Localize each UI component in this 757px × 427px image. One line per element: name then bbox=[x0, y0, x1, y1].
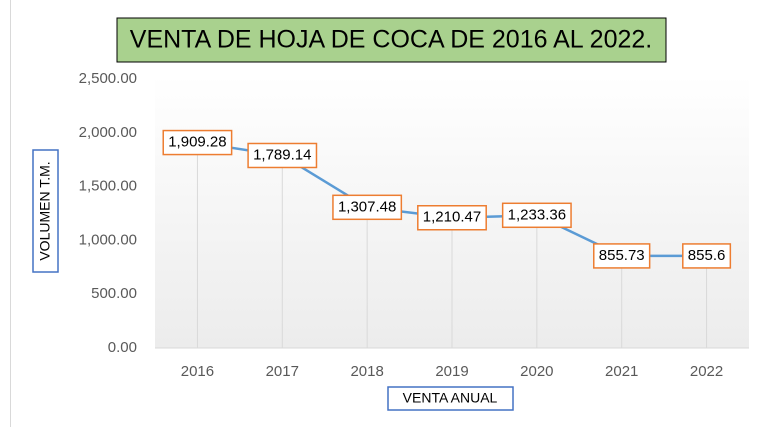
y-tick-label: 0.00 bbox=[108, 339, 137, 356]
data-label: 1,789.14 bbox=[253, 146, 311, 163]
y-tick-label: 1,500.00 bbox=[79, 178, 137, 195]
data-label: 1,909.28 bbox=[168, 134, 226, 151]
data-label: 1,307.48 bbox=[338, 198, 396, 215]
x-tick-label: 2021 bbox=[605, 363, 638, 380]
chart-title: VENTA DE HOJA DE COCA DE 2016 AL 2022. bbox=[130, 26, 652, 54]
data-label: 855.73 bbox=[599, 247, 645, 264]
data-label: 1,210.47 bbox=[423, 209, 481, 226]
data-label-box bbox=[682, 243, 732, 269]
y-tick-label: 2,500.00 bbox=[79, 70, 137, 87]
x-tick-label: 2022 bbox=[690, 363, 723, 380]
x-tick-label: 2016 bbox=[181, 363, 214, 380]
y-tick-label: 500.00 bbox=[91, 285, 137, 302]
data-label-box bbox=[162, 129, 233, 156]
y-label-box bbox=[32, 149, 59, 273]
x-tick-label: 2020 bbox=[520, 363, 553, 380]
x-tick-label: 2019 bbox=[435, 363, 468, 380]
y-tick-label: 1,000.00 bbox=[79, 231, 137, 248]
data-label-box bbox=[593, 243, 651, 269]
data-label: 855.6 bbox=[688, 247, 726, 264]
y-tick-label: 2,000.00 bbox=[79, 124, 137, 141]
data-label: 1,233.36 bbox=[508, 206, 566, 223]
x-label-box bbox=[387, 386, 514, 411]
x-axis-title: VENTA ANUAL bbox=[403, 390, 498, 406]
data-label-box bbox=[501, 202, 572, 229]
x-tick-label: 2018 bbox=[350, 363, 383, 380]
title-box bbox=[116, 17, 667, 63]
data-label-box bbox=[247, 142, 318, 169]
y-axis-title: VOLUMEN T.M. bbox=[37, 161, 53, 260]
data-label-box bbox=[417, 205, 487, 231]
data-label-box bbox=[332, 194, 403, 221]
x-tick-label: 2017 bbox=[266, 363, 299, 380]
